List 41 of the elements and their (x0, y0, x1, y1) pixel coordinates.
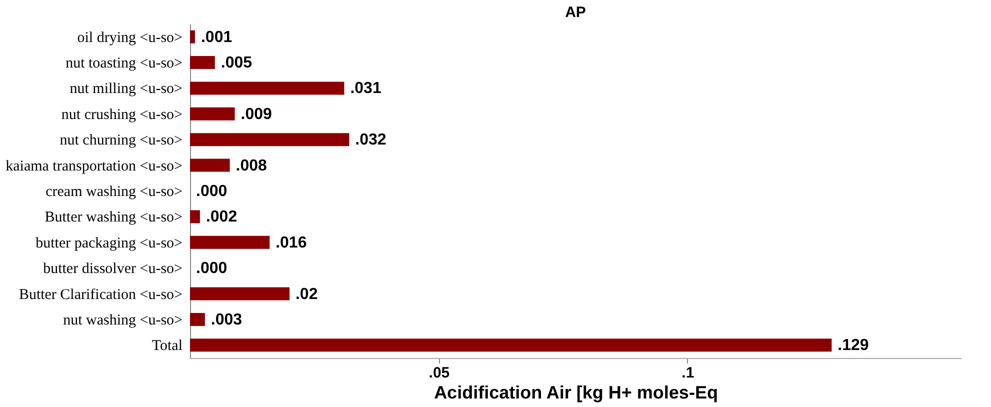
data-label: .032 (355, 132, 386, 149)
y-tick-label: butter packaging <u-so> (36, 235, 182, 252)
y-tick-label: kaiama transportation <u-so> (6, 158, 182, 174)
bar (190, 133, 350, 146)
y-tick-label: Total (152, 338, 182, 354)
data-label: .000 (196, 260, 228, 278)
data-label: .001 (200, 28, 232, 46)
bar (190, 210, 200, 224)
data-label: .031 (350, 80, 382, 98)
data-label: .02 (295, 286, 318, 303)
data-label: .009 (240, 106, 272, 123)
y-tick-label: nut churning <u-so> (60, 132, 182, 149)
data-label: .005 (220, 54, 252, 72)
x-tick-label: .05 (428, 364, 450, 382)
bar (190, 287, 290, 300)
bar (190, 82, 344, 95)
y-tick-label: nut milling <u-so> (70, 81, 182, 98)
bar (190, 158, 230, 172)
y-tick-label: nut washing <u-so> (63, 312, 182, 328)
bar (190, 236, 270, 249)
data-label: .003 (210, 311, 242, 328)
data-label: .002 (206, 208, 238, 226)
data-label: .008 (236, 157, 268, 174)
y-tick-label: nut crushing <u-so> (61, 106, 182, 123)
x-tick-label: .1 (682, 364, 694, 382)
bar (190, 107, 235, 120)
y-tick-label: Butter Clarification <u-so> (18, 286, 182, 303)
bar (190, 338, 832, 352)
bar (190, 312, 205, 326)
data-label: .000 (196, 183, 228, 200)
y-tick-label: butter dissolver <u-so> (43, 261, 182, 278)
y-tick-label: Butter washing <u-so> (44, 210, 182, 226)
data-label: .016 (276, 234, 307, 252)
bar (190, 56, 215, 70)
chart-title: AP (565, 4, 586, 21)
x-axis-title: Acidification Air [kg H+ moles-Eq (434, 382, 718, 402)
y-tick-label: nut toasting <u-so> (66, 56, 182, 72)
y-tick-label: cream washing <u-so> (46, 184, 182, 200)
y-tick-label: oil drying <u-so> (77, 30, 182, 46)
bar (190, 30, 195, 44)
data-label: .129 (838, 337, 869, 354)
